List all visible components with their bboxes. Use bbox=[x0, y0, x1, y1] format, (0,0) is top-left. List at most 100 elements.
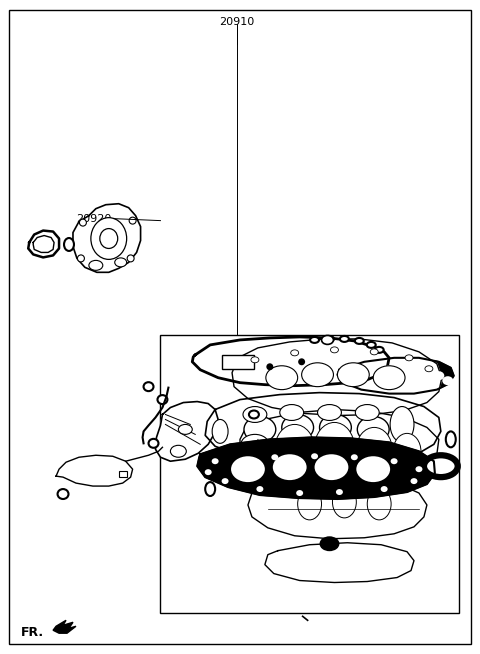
Ellipse shape bbox=[367, 342, 376, 348]
Ellipse shape bbox=[298, 488, 322, 520]
Ellipse shape bbox=[280, 405, 304, 421]
Ellipse shape bbox=[405, 355, 413, 361]
Ellipse shape bbox=[127, 255, 134, 262]
Ellipse shape bbox=[256, 486, 264, 492]
Ellipse shape bbox=[393, 434, 421, 469]
Ellipse shape bbox=[416, 466, 422, 472]
Text: 20910: 20910 bbox=[219, 17, 255, 27]
Ellipse shape bbox=[296, 490, 303, 496]
Ellipse shape bbox=[298, 358, 305, 366]
Ellipse shape bbox=[325, 336, 334, 342]
Ellipse shape bbox=[356, 428, 392, 471]
Bar bbox=[119, 471, 127, 477]
Ellipse shape bbox=[402, 366, 412, 374]
Ellipse shape bbox=[291, 350, 299, 356]
Ellipse shape bbox=[351, 455, 358, 460]
Ellipse shape bbox=[322, 336, 334, 345]
Ellipse shape bbox=[355, 338, 364, 344]
Ellipse shape bbox=[115, 258, 127, 267]
Ellipse shape bbox=[301, 363, 334, 387]
Ellipse shape bbox=[320, 536, 339, 551]
Ellipse shape bbox=[320, 415, 351, 440]
Polygon shape bbox=[73, 203, 141, 272]
Ellipse shape bbox=[356, 456, 390, 482]
Ellipse shape bbox=[419, 368, 430, 376]
Ellipse shape bbox=[321, 436, 348, 456]
Ellipse shape bbox=[357, 434, 385, 455]
Ellipse shape bbox=[79, 219, 86, 226]
Polygon shape bbox=[232, 339, 442, 415]
Ellipse shape bbox=[91, 218, 127, 260]
Ellipse shape bbox=[355, 405, 379, 421]
Polygon shape bbox=[240, 409, 439, 482]
Ellipse shape bbox=[89, 260, 103, 270]
Ellipse shape bbox=[311, 453, 318, 459]
Ellipse shape bbox=[275, 424, 314, 474]
Ellipse shape bbox=[333, 486, 356, 518]
Ellipse shape bbox=[179, 424, 192, 434]
Ellipse shape bbox=[330, 347, 338, 353]
Ellipse shape bbox=[310, 337, 319, 343]
Text: 20920: 20920 bbox=[76, 214, 111, 224]
Ellipse shape bbox=[282, 415, 313, 440]
Ellipse shape bbox=[424, 455, 458, 477]
Ellipse shape bbox=[391, 458, 397, 464]
Ellipse shape bbox=[357, 417, 389, 442]
Ellipse shape bbox=[170, 445, 186, 457]
Ellipse shape bbox=[243, 407, 267, 422]
Ellipse shape bbox=[244, 417, 276, 442]
Ellipse shape bbox=[281, 436, 309, 456]
Ellipse shape bbox=[314, 455, 348, 480]
Ellipse shape bbox=[271, 455, 278, 460]
Ellipse shape bbox=[266, 363, 273, 370]
Ellipse shape bbox=[375, 347, 384, 353]
Ellipse shape bbox=[157, 395, 168, 404]
Polygon shape bbox=[33, 235, 54, 252]
Ellipse shape bbox=[251, 357, 259, 363]
Ellipse shape bbox=[231, 456, 265, 482]
Text: FR.: FR. bbox=[21, 626, 44, 639]
Polygon shape bbox=[197, 438, 435, 499]
Ellipse shape bbox=[367, 488, 391, 520]
Ellipse shape bbox=[390, 407, 414, 442]
Ellipse shape bbox=[318, 405, 341, 421]
Bar bbox=[160, 335, 459, 613]
Ellipse shape bbox=[241, 434, 269, 455]
Ellipse shape bbox=[433, 371, 444, 380]
Ellipse shape bbox=[410, 478, 418, 484]
Ellipse shape bbox=[205, 482, 215, 496]
Ellipse shape bbox=[340, 336, 349, 342]
Ellipse shape bbox=[212, 458, 218, 464]
Ellipse shape bbox=[144, 382, 154, 391]
Polygon shape bbox=[248, 477, 427, 539]
Ellipse shape bbox=[366, 368, 377, 376]
Ellipse shape bbox=[384, 366, 395, 374]
Ellipse shape bbox=[273, 455, 307, 480]
Polygon shape bbox=[192, 337, 389, 386]
Ellipse shape bbox=[249, 411, 259, 419]
Ellipse shape bbox=[64, 238, 74, 251]
Ellipse shape bbox=[446, 432, 456, 447]
Ellipse shape bbox=[266, 366, 298, 390]
Ellipse shape bbox=[336, 489, 343, 495]
Ellipse shape bbox=[370, 349, 378, 355]
Ellipse shape bbox=[148, 439, 158, 448]
Bar bbox=[222, 355, 254, 369]
Ellipse shape bbox=[204, 469, 212, 475]
Polygon shape bbox=[205, 392, 441, 464]
Ellipse shape bbox=[373, 366, 405, 390]
Polygon shape bbox=[53, 620, 76, 633]
Polygon shape bbox=[337, 358, 454, 394]
Ellipse shape bbox=[443, 376, 453, 385]
Polygon shape bbox=[56, 455, 132, 486]
Ellipse shape bbox=[222, 478, 228, 484]
Ellipse shape bbox=[314, 422, 354, 472]
Ellipse shape bbox=[425, 366, 433, 371]
Polygon shape bbox=[156, 402, 218, 461]
Ellipse shape bbox=[337, 363, 369, 387]
Polygon shape bbox=[28, 231, 59, 258]
Ellipse shape bbox=[77, 255, 84, 262]
Ellipse shape bbox=[212, 419, 228, 443]
Polygon shape bbox=[265, 543, 414, 583]
Ellipse shape bbox=[58, 489, 69, 499]
